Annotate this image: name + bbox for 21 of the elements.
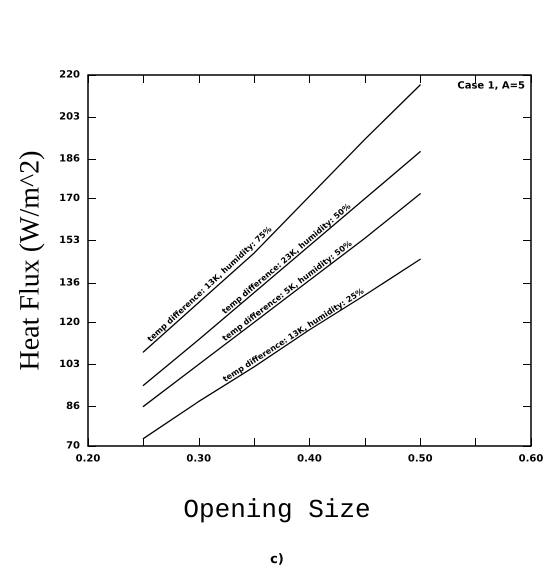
x-tick-label: 0.60	[518, 454, 544, 464]
y-tick-label: 203	[59, 112, 80, 123]
y-tick-label: 70	[66, 440, 80, 452]
text: c)	[270, 552, 284, 567]
x-tick-label: 0.20	[76, 454, 100, 464]
y-tick-label: 153	[59, 235, 80, 246]
line-series	[142, 151, 421, 386]
y-tick-label: 86	[66, 400, 80, 412]
y-tick-label: 120	[59, 316, 80, 328]
y-tick-label: 103	[59, 358, 80, 370]
y-tick-label: 186	[59, 154, 80, 165]
x-tick-label: 0.30	[186, 454, 212, 464]
x-tick-label: 0.40	[297, 454, 322, 464]
y-axis-title: Heat Flux (W/m^2)	[14, 150, 46, 370]
line-series	[142, 193, 421, 408]
y-tick-label: 136	[59, 277, 80, 288]
y-tick-label: 220	[59, 70, 80, 80]
annotation: Case 1, A=5	[457, 80, 526, 92]
y-tick-label: 170	[59, 193, 80, 204]
x-tick-label: 0.50	[408, 454, 433, 464]
x-axis-title: Opening Size	[183, 495, 371, 525]
